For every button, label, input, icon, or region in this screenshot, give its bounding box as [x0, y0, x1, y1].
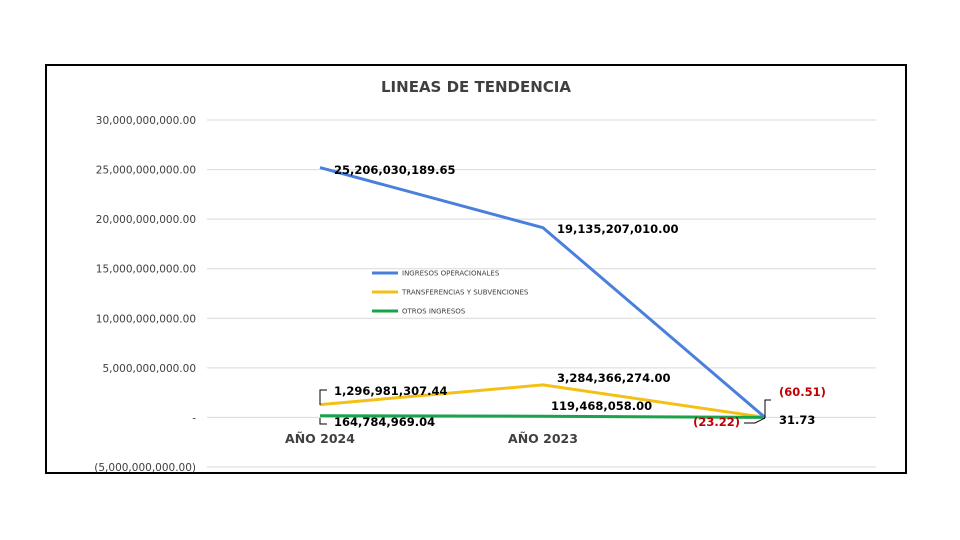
y-tick-label: 20,000,000,000.00 [96, 214, 196, 226]
data-label: 119,468,058.00 [551, 399, 652, 413]
y-tick-label: 30,000,000,000.00 [96, 115, 196, 127]
y-tick-label: 5,000,000,000.00 [102, 363, 196, 375]
y-tick-label: (5,000,000,000.00) [94, 462, 196, 474]
legend-label: OTROS INGRESOS [402, 308, 466, 316]
data-label: (23.22) [693, 415, 740, 429]
legend-label: INGRESOS OPERACIONALES [402, 270, 500, 278]
y-tick-label: - [192, 412, 196, 424]
data-label: 25,206,030,189.65 [334, 163, 456, 177]
data-label: 19,135,207,010.00 [557, 222, 679, 236]
series-line [319, 166, 766, 419]
y-tick-label: 10,000,000,000.00 [96, 313, 196, 325]
series-line [319, 383, 766, 419]
x-axis-categories: AÑO 2024 AÑO 2023 [285, 431, 578, 446]
legend: INGRESOS OPERACIONALES TRANSFERENCIAS Y S… [372, 270, 529, 316]
data-label: 3,284,366,274.00 [557, 371, 671, 385]
y-tick-label: 15,000,000,000.00 [96, 264, 196, 276]
leader-line [764, 399, 771, 418]
data-label: 31.73 [779, 413, 815, 427]
legend-label: TRANSFERENCIAS Y SUBVENCIONES [401, 289, 529, 297]
data-label: 164,784,969.04 [334, 415, 435, 429]
series-lines [319, 166, 766, 419]
leader-line [319, 389, 327, 405]
leader-line [744, 417, 766, 424]
x-category-label: AÑO 2024 [285, 431, 355, 446]
y-tick-label: 25,000,000,000.00 [96, 165, 196, 177]
series-line [319, 414, 766, 419]
data-label: 1,296,981,307.44 [334, 384, 448, 398]
chart-title: LINEAS DE TENDENCIA [381, 78, 571, 96]
y-axis-ticks: (5,000,000,000.00) - 5,000,000,000.00 10,00… [94, 115, 196, 474]
data-labels: 25,206,030,189.65 19,135,207,010.00 (60.51… [334, 163, 826, 429]
x-category-label: AÑO 2023 [508, 431, 578, 446]
label-leader-lines [319, 389, 771, 425]
data-label: (60.51) [779, 385, 826, 399]
leader-line [319, 418, 327, 425]
